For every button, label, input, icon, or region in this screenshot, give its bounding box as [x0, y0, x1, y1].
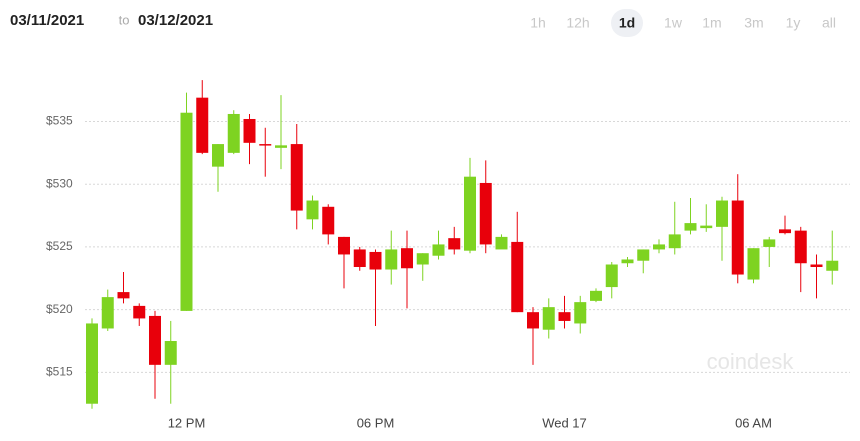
date-separator: to: [119, 12, 130, 27]
date-from[interactable]: 03/11/2021: [10, 12, 84, 29]
candle-body: [149, 315, 161, 365]
candle-body: [212, 144, 224, 167]
candle-body: [416, 253, 429, 265]
candle-body: [306, 200, 319, 220]
candle-body: [527, 312, 539, 329]
candle-body: [464, 176, 476, 251]
y-tick-label: $535: [46, 114, 73, 128]
candle-body: [196, 97, 209, 153]
candle-body: [369, 251, 382, 270]
candle-body: [479, 182, 492, 245]
candle-body: [747, 248, 760, 280]
x-tick-label: 12 PM: [168, 415, 206, 430]
candle-body: [401, 248, 413, 269]
y-tick-label: $515: [46, 365, 73, 379]
candle-body: [117, 292, 130, 299]
candle-body: [290, 144, 303, 211]
candle-body: [243, 118, 256, 143]
candle-body: [338, 236, 350, 255]
range-button[interactable]: 1m: [702, 15, 721, 31]
y-tick-label: $520: [46, 302, 73, 316]
candle-body: [101, 297, 114, 329]
candle-body: [700, 225, 713, 229]
x-tick-label: 06 AM: [735, 415, 772, 430]
candle-body: [763, 239, 776, 247]
candle-body: [353, 249, 366, 268]
candle-body: [621, 259, 634, 264]
candle-body: [259, 144, 272, 146]
candle-body: [385, 249, 398, 270]
candle-body: [590, 290, 602, 301]
x-tick-label: 06 PM: [357, 415, 395, 430]
candle-body: [684, 223, 697, 231]
candle-body: [164, 341, 177, 365]
candle-body: [511, 241, 524, 313]
candle-body: [779, 229, 791, 234]
y-tick-label: $525: [46, 239, 73, 253]
candle-body: [605, 264, 618, 288]
candle-body: [653, 244, 665, 250]
candle-body: [86, 323, 98, 404]
range-button[interactable]: 12h: [566, 15, 589, 31]
range-button[interactable]: 3m: [744, 15, 763, 31]
candle-body: [637, 249, 650, 261]
range-button[interactable]: 1w: [664, 15, 683, 31]
candle-body: [227, 113, 240, 153]
candle-body: [810, 264, 823, 268]
candle-body: [180, 112, 193, 311]
range-button[interactable]: 1h: [530, 15, 546, 31]
candle-body: [542, 307, 555, 330]
x-tick-label: Wed 17: [542, 415, 587, 430]
candle-body: [133, 305, 146, 319]
candle-body: [275, 145, 287, 148]
date-to[interactable]: 03/12/2021: [138, 12, 213, 29]
y-tick-label: $530: [46, 176, 73, 190]
candle-body: [432, 244, 445, 256]
range-button[interactable]: 1y: [786, 15, 801, 31]
candle-body: [574, 302, 587, 324]
candle-body: [794, 230, 807, 264]
candle-body: [558, 312, 571, 321]
candle-body: [826, 260, 839, 271]
candle-body: [716, 200, 728, 227]
range-button[interactable]: all: [822, 15, 836, 31]
range-selected-bg: [611, 9, 643, 37]
range-button[interactable]: 1d: [619, 15, 635, 31]
candle-body: [448, 238, 461, 250]
watermark: coindesk: [707, 349, 795, 374]
candle-body: [322, 206, 335, 235]
candle-body: [668, 234, 681, 249]
candle-body: [495, 236, 508, 250]
candle-body: [731, 200, 744, 275]
